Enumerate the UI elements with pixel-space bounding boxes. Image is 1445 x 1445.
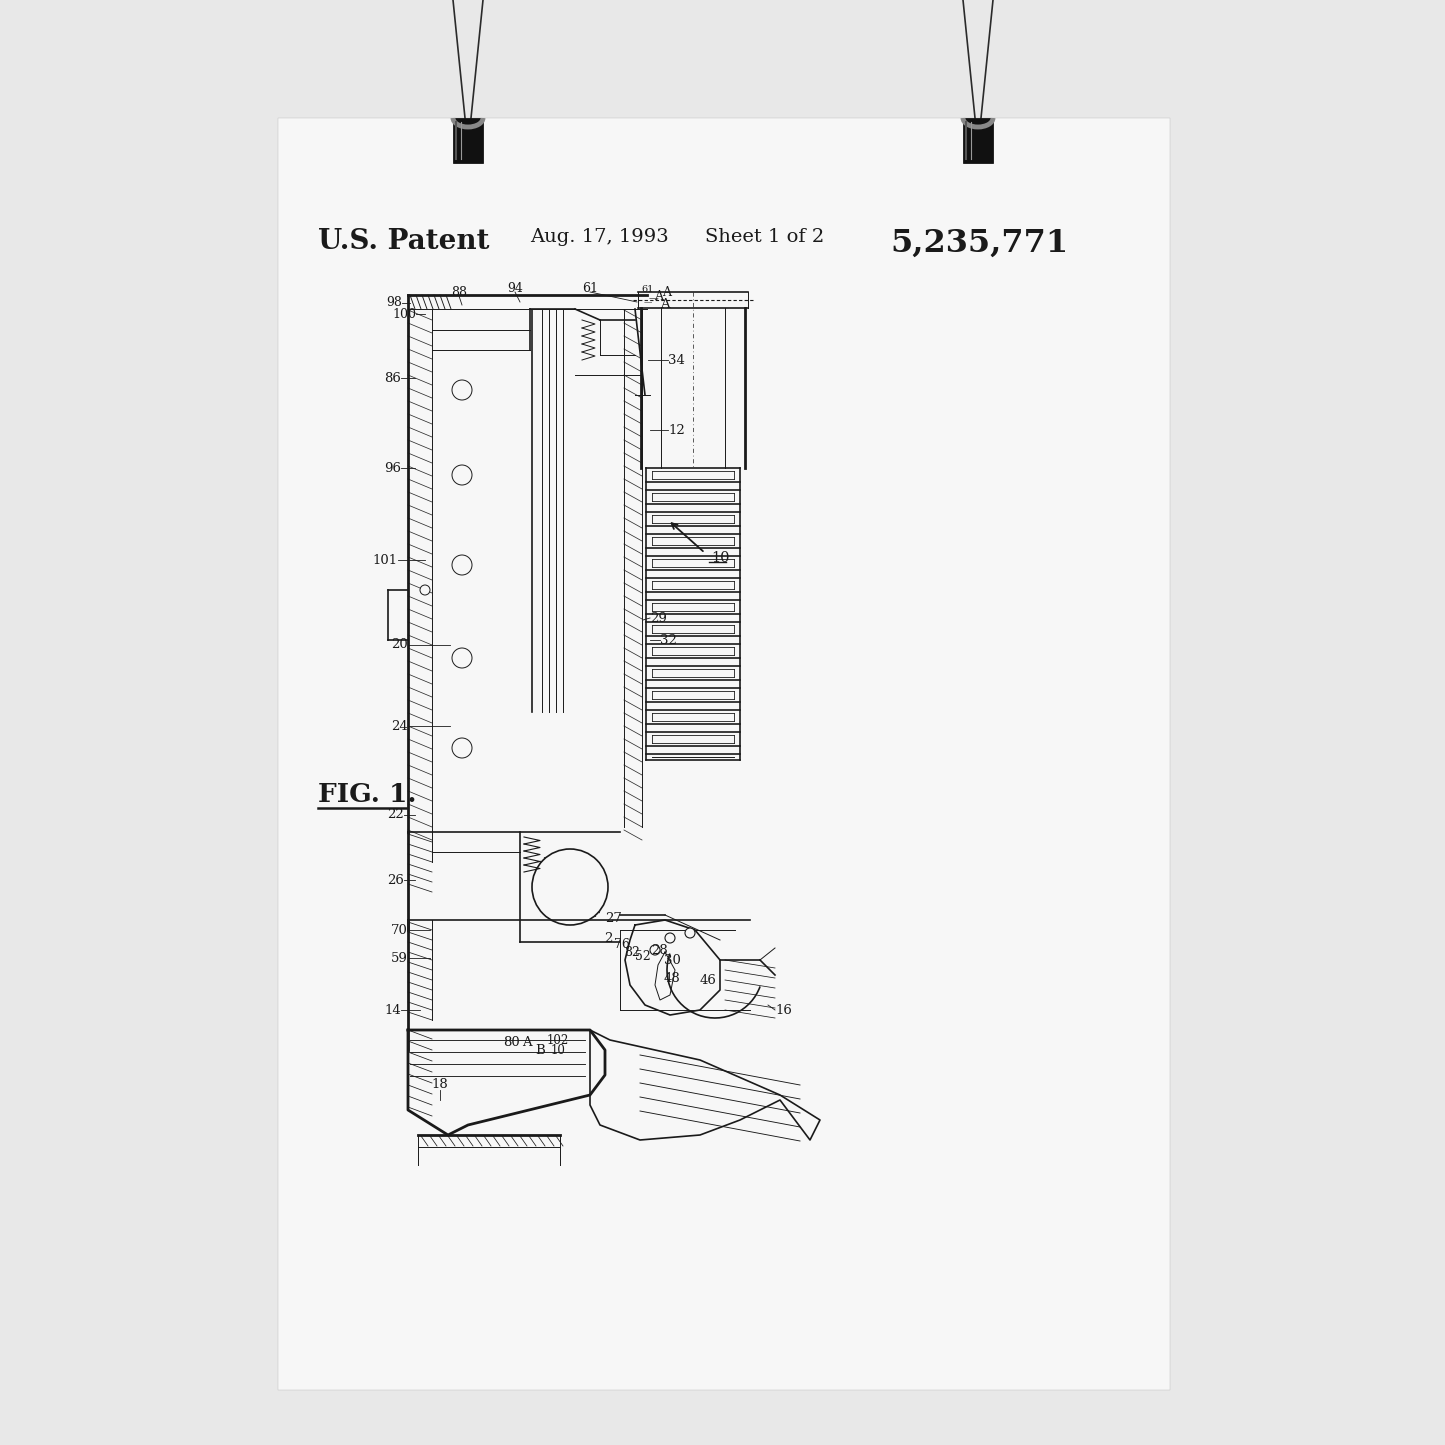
Circle shape <box>665 933 675 944</box>
Circle shape <box>452 380 473 400</box>
Text: 96: 96 <box>384 461 402 474</box>
Text: 14: 14 <box>384 1003 402 1016</box>
Text: 70: 70 <box>392 923 407 936</box>
Text: 34: 34 <box>668 354 685 367</box>
Text: 5,235,771: 5,235,771 <box>890 228 1068 259</box>
Text: 10: 10 <box>711 551 730 565</box>
Text: 82: 82 <box>624 945 640 958</box>
Text: 61: 61 <box>582 283 598 295</box>
Text: U.S. Patent: U.S. Patent <box>318 228 490 254</box>
Text: 18: 18 <box>432 1078 448 1091</box>
Text: 30: 30 <box>663 954 681 967</box>
Text: 46: 46 <box>699 974 717 987</box>
Text: 102: 102 <box>546 1033 569 1046</box>
Text: 27: 27 <box>605 912 623 925</box>
Text: 20: 20 <box>392 639 407 652</box>
Circle shape <box>452 555 473 575</box>
Text: 61: 61 <box>642 285 655 293</box>
Text: B: B <box>535 1043 545 1056</box>
Text: 2: 2 <box>604 932 613 945</box>
Text: 80: 80 <box>504 1036 520 1049</box>
Text: 12: 12 <box>668 423 685 436</box>
Text: 86: 86 <box>384 371 402 384</box>
Text: A: A <box>522 1036 532 1049</box>
Text: 52: 52 <box>636 951 650 964</box>
Bar <box>277 118 1170 1390</box>
Text: 28: 28 <box>652 944 669 957</box>
Text: 98: 98 <box>386 296 402 309</box>
Text: 24: 24 <box>392 720 407 733</box>
Text: FIG. 1.: FIG. 1. <box>318 783 416 808</box>
Text: —: — <box>649 295 657 303</box>
Text: 32: 32 <box>660 633 676 646</box>
Circle shape <box>452 738 473 759</box>
Circle shape <box>532 850 608 925</box>
Circle shape <box>452 465 473 486</box>
Bar <box>962 118 993 163</box>
Text: Sheet 1 of 2: Sheet 1 of 2 <box>705 228 824 246</box>
Text: 22: 22 <box>387 809 405 822</box>
Text: A: A <box>662 286 670 299</box>
Text: 10: 10 <box>551 1043 565 1056</box>
Circle shape <box>452 647 473 668</box>
Text: 26: 26 <box>387 873 405 886</box>
Text: A: A <box>655 289 663 302</box>
Text: A: A <box>660 299 669 312</box>
Text: 59: 59 <box>392 951 407 964</box>
Text: Aug. 17, 1993: Aug. 17, 1993 <box>530 228 669 246</box>
Text: 76: 76 <box>614 938 630 951</box>
Text: 88: 88 <box>451 286 467 299</box>
Text: 48: 48 <box>663 971 681 984</box>
Text: 94: 94 <box>507 283 523 295</box>
Text: 101: 101 <box>373 553 397 566</box>
Circle shape <box>685 928 695 938</box>
Bar <box>452 118 483 163</box>
Text: 29: 29 <box>650 611 668 624</box>
Text: 100: 100 <box>392 308 416 321</box>
Text: —: — <box>644 298 652 306</box>
Circle shape <box>650 945 660 955</box>
Circle shape <box>420 585 431 595</box>
Text: 16: 16 <box>775 1003 792 1016</box>
